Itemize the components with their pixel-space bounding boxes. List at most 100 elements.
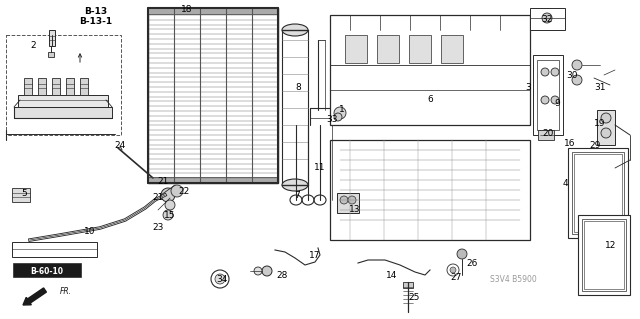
Bar	[6, 35, 121, 135]
Text: 12: 12	[605, 241, 617, 249]
Text: 5: 5	[21, 189, 27, 197]
Circle shape	[457, 249, 467, 259]
Circle shape	[163, 210, 173, 220]
Circle shape	[334, 113, 342, 121]
Bar	[49, 30, 55, 46]
Text: 34: 34	[216, 276, 228, 285]
Bar	[66, 78, 74, 95]
Circle shape	[572, 60, 582, 70]
Text: 17: 17	[309, 250, 321, 259]
Text: 4: 4	[562, 179, 568, 188]
Circle shape	[340, 196, 348, 204]
Text: 2: 2	[30, 41, 36, 50]
Circle shape	[211, 270, 229, 288]
Text: 11: 11	[314, 164, 326, 173]
Bar	[537, 60, 559, 130]
Bar	[80, 78, 88, 95]
Text: 33: 33	[326, 115, 338, 124]
Ellipse shape	[282, 24, 308, 36]
Bar	[584, 221, 624, 289]
Bar	[13, 263, 81, 277]
Bar	[538, 130, 554, 140]
Text: FR.: FR.	[60, 286, 72, 295]
Text: 21: 21	[157, 177, 169, 187]
Circle shape	[572, 75, 582, 85]
Text: 26: 26	[467, 258, 477, 268]
Text: 16: 16	[564, 138, 576, 147]
Bar	[568, 148, 628, 238]
Text: 9: 9	[554, 99, 560, 108]
Circle shape	[161, 188, 175, 202]
Text: 22: 22	[179, 187, 189, 196]
Circle shape	[541, 68, 549, 76]
Text: S3V4 B5900: S3V4 B5900	[490, 275, 536, 284]
Bar	[52, 78, 60, 95]
Circle shape	[171, 185, 183, 197]
Bar	[409, 35, 431, 63]
Circle shape	[551, 68, 559, 76]
Bar	[24, 78, 32, 95]
Bar	[403, 282, 413, 288]
Text: 27: 27	[451, 273, 461, 283]
Text: 19: 19	[595, 118, 605, 128]
Bar	[530, 8, 565, 30]
Bar	[48, 52, 54, 57]
Bar	[377, 35, 399, 63]
Text: B-60-10: B-60-10	[31, 268, 63, 277]
Text: B-13-1: B-13-1	[79, 17, 113, 26]
Circle shape	[450, 267, 456, 273]
Circle shape	[447, 264, 459, 276]
FancyArrow shape	[23, 288, 47, 305]
Circle shape	[551, 96, 559, 104]
Text: 7: 7	[294, 190, 300, 199]
Bar	[14, 107, 112, 118]
Bar	[574, 154, 622, 232]
Circle shape	[542, 13, 552, 23]
Text: 10: 10	[84, 227, 96, 236]
Circle shape	[601, 128, 611, 138]
Bar	[330, 15, 530, 125]
Text: 1: 1	[339, 106, 345, 115]
Text: 20: 20	[542, 129, 554, 137]
Ellipse shape	[282, 179, 308, 191]
Text: 6: 6	[427, 95, 433, 105]
Circle shape	[334, 107, 346, 119]
Bar	[582, 219, 626, 291]
Bar	[578, 215, 630, 295]
Text: 3: 3	[525, 84, 531, 93]
Bar	[12, 242, 97, 257]
Text: 32: 32	[541, 16, 553, 25]
Text: 8: 8	[295, 83, 301, 92]
Text: B-13: B-13	[84, 8, 108, 17]
Text: 13: 13	[349, 205, 361, 214]
Text: 21: 21	[152, 192, 164, 202]
Circle shape	[601, 113, 611, 123]
Circle shape	[215, 274, 225, 284]
Text: 25: 25	[408, 293, 420, 302]
Bar	[441, 35, 463, 63]
Bar	[148, 8, 278, 183]
Text: 31: 31	[595, 83, 605, 92]
Bar	[282, 30, 308, 185]
Text: 29: 29	[589, 140, 601, 150]
Circle shape	[348, 196, 356, 204]
Bar	[533, 55, 563, 135]
Text: 15: 15	[164, 211, 176, 219]
Bar	[148, 8, 278, 14]
Text: 14: 14	[387, 271, 397, 280]
Bar	[38, 78, 46, 95]
Bar	[597, 110, 615, 145]
Circle shape	[262, 266, 272, 276]
Text: 23: 23	[152, 224, 164, 233]
Bar	[345, 35, 367, 63]
Bar	[572, 152, 624, 234]
Text: 30: 30	[566, 70, 578, 79]
Text: 18: 18	[181, 5, 193, 14]
Circle shape	[165, 200, 175, 210]
Bar	[18, 95, 108, 107]
Circle shape	[541, 96, 549, 104]
Bar	[12, 188, 30, 202]
Text: 24: 24	[115, 140, 125, 150]
Bar	[330, 140, 530, 240]
Bar	[148, 177, 278, 183]
